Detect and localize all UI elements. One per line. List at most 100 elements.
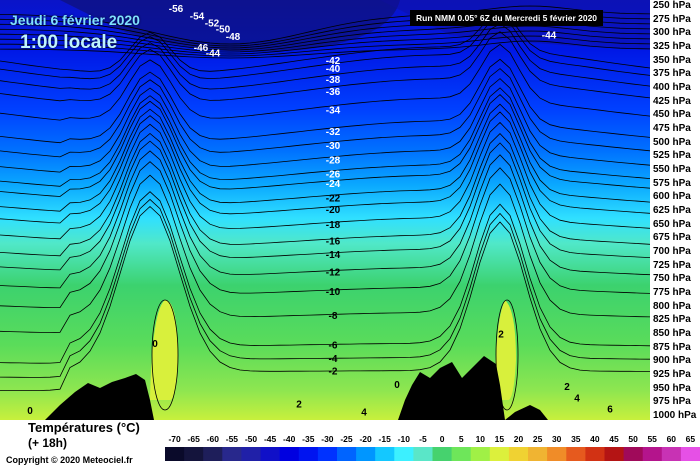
- scale-swatch: [604, 447, 625, 461]
- scale-tick-label: 35: [571, 434, 581, 444]
- scale-tick-label: -45: [264, 434, 277, 444]
- isotherm-line-upper: [0, 5, 650, 45]
- scale-swatch: [528, 447, 548, 461]
- scale-swatch: [203, 447, 223, 461]
- pressure-level-label: 725 hPa: [653, 259, 691, 271]
- top-cold-core: [60, 0, 400, 52]
- scale-swatch: [680, 447, 700, 461]
- contour-label: -44: [542, 30, 557, 41]
- isotherm-line: [0, 78, 650, 173]
- scale-swatch: [489, 447, 510, 461]
- scale-tick-label: -65: [188, 434, 201, 444]
- scale-swatch: [661, 447, 682, 461]
- pressure-level-label: 925 hPa: [653, 369, 691, 380]
- scale-swatch: [317, 447, 338, 461]
- scale-tick-label: 10: [476, 434, 486, 444]
- pressure-level-label: 375 hPa: [653, 68, 691, 80]
- warm-core-contour: [151, 299, 179, 411]
- contour-label: -22: [326, 193, 341, 204]
- isotherm-line: [0, 68, 650, 158]
- pressure-level-label: 850 hPa: [653, 328, 691, 339]
- contour-label: -4: [329, 354, 338, 365]
- pressure-level-label: 300 hPa: [653, 27, 691, 39]
- pressure-level-label: 900 hPa: [653, 355, 691, 367]
- pressure-level-label: 500 hPa: [653, 136, 691, 148]
- isotherm-line: [0, 140, 650, 271]
- scale-swatch: [394, 447, 414, 461]
- pressure-level-label: 800 hPa: [653, 300, 691, 312]
- contour-label: -28: [326, 156, 341, 167]
- scale-swatch: [279, 447, 300, 461]
- scale-swatch: [298, 447, 319, 461]
- pressure-level-label: 525 hPa: [653, 150, 691, 162]
- scale-tick-label: 65: [686, 434, 696, 444]
- contour-label: 2: [498, 330, 504, 341]
- pressure-level-label: 875 hPa: [653, 341, 691, 353]
- scale-tick-label: -40: [283, 434, 296, 444]
- scale-tick-label: 45: [609, 434, 619, 444]
- scale-tick-label: 50: [628, 434, 638, 444]
- contour-label: -48: [226, 32, 241, 43]
- scale-tick-label: 5: [459, 434, 464, 444]
- contour-label: 2: [564, 382, 570, 393]
- contour-label: -18: [326, 220, 341, 231]
- terrain-mountain: [398, 356, 505, 420]
- pressure-level-label: 450 hPa: [653, 109, 691, 121]
- scale-tick-label: 15: [495, 434, 505, 444]
- contour-label: 2: [296, 399, 302, 410]
- contour-label: -20: [326, 205, 341, 216]
- isotherm-line: [0, 94, 650, 197]
- pressure-level-label: 275 hPa: [653, 13, 691, 25]
- scale-tick-label: -30: [321, 434, 334, 444]
- scale-swatch: [642, 447, 663, 461]
- isotherm-line-upper: [0, 25, 650, 53]
- scale-swatch: [623, 447, 644, 461]
- scale-swatch: [184, 447, 204, 461]
- scale-swatch: [547, 447, 567, 461]
- contour-label: 4: [361, 408, 367, 419]
- pressure-level-label: 750 hPa: [653, 273, 691, 285]
- pressure-level-label: 950 hPa: [653, 382, 691, 394]
- isotherm-line: [0, 103, 650, 212]
- scale-tick-label: 40: [590, 434, 600, 444]
- contour-label: -32: [326, 127, 341, 138]
- scale-swatch: [432, 447, 453, 461]
- pressure-level-label: 575 hPa: [653, 177, 691, 189]
- forecast-date: Jeudi 6 février 2020: [10, 12, 140, 28]
- scale-tick-label: 60: [667, 434, 677, 444]
- pressure-level-label: 1000 hPa: [653, 410, 697, 421]
- pressure-level-label: 325 hPa: [653, 41, 691, 52]
- scale-tick-label: -5: [419, 434, 427, 444]
- terrain-mountain: [505, 405, 548, 420]
- contour-label: -52: [205, 18, 220, 29]
- pressure-level-label: 550 hPa: [653, 164, 691, 175]
- warm-tongue-right: [495, 300, 516, 400]
- scale-tick-label: -60: [207, 434, 220, 444]
- pressure-level-label: 775 hPa: [653, 287, 691, 298]
- scale-swatch: [566, 447, 586, 461]
- scale-tick-label: 55: [647, 434, 657, 444]
- scale-tick-label: -50: [245, 434, 258, 444]
- pressure-level-label: 425 hPa: [653, 95, 691, 107]
- scale-swatch: [241, 447, 261, 461]
- cross-section-plot: -42 -40 -38 -36 -34 -32 -30 -28 -26 -24 -22 -20 -18-…: [0, 0, 650, 420]
- isotherm-line-upper: [0, 30, 650, 55]
- pressure-level-label: 700 hPa: [653, 246, 691, 257]
- scale-tick-label: 25: [533, 434, 543, 444]
- contour-label: -30: [326, 141, 341, 152]
- scale-tick-label: -55: [226, 434, 239, 444]
- isotherm-line: [0, 191, 650, 364]
- isotherm-line: [0, 43, 650, 121]
- isotherm-line: [0, 132, 650, 257]
- isotherm-line: [0, 15, 650, 80]
- scale-swatch: [375, 447, 395, 461]
- color-scale: -70 -65 -60 -55 -50 -45 -40 -35 -30 -25 -20 -15 -10-…: [165, 434, 700, 461]
- isotherm-line: [0, 174, 650, 333]
- contour-label: -42: [326, 56, 341, 67]
- isotherm-line: [0, 111, 650, 224]
- terrain-silhouette: [45, 356, 548, 420]
- pressure-level-label: 825 hPa: [653, 314, 691, 326]
- scale-swatch: [470, 447, 491, 461]
- run-info-box: Run NMM 0.05° 6Z du Mercredi 5 février 2…: [410, 10, 604, 26]
- scale-tick-label: -25: [340, 434, 353, 444]
